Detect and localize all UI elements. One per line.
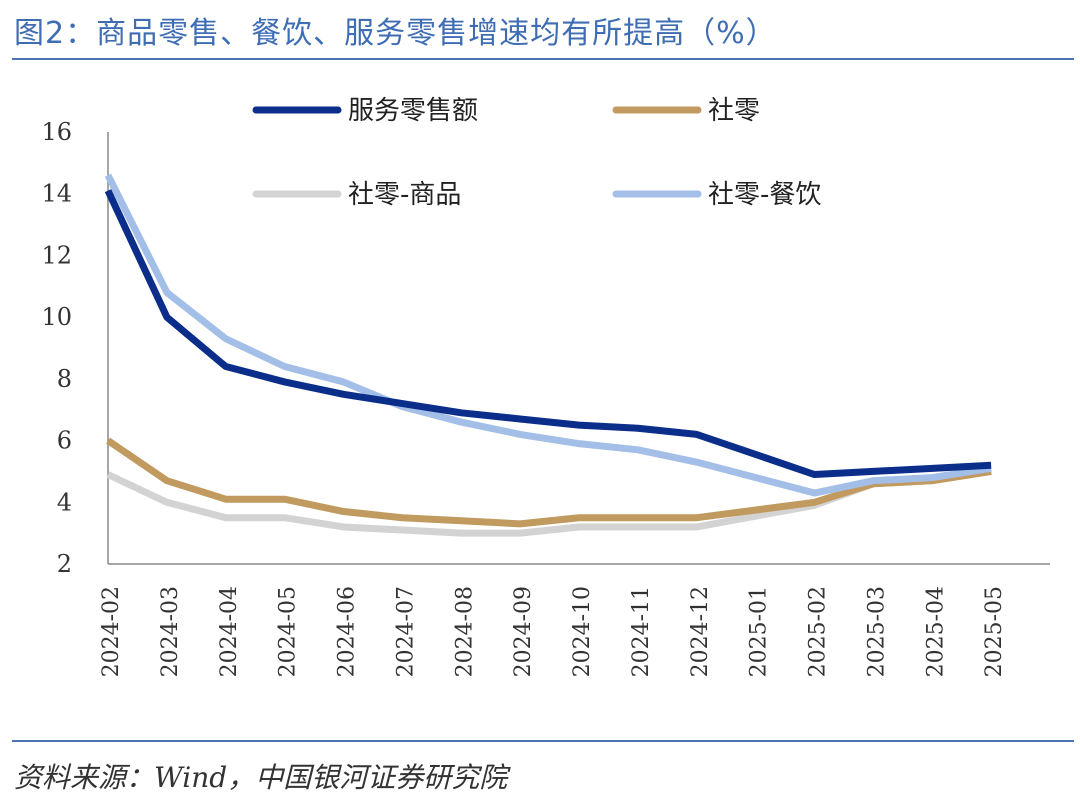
legend-label: 社零-餐饮 [708, 180, 821, 210]
x-tick-label: 2025-02 [806, 586, 831, 677]
y-tick-label: 8 [57, 365, 72, 393]
legend-label: 社零-商品 [348, 180, 461, 210]
y-tick-label: 14 [41, 180, 72, 208]
x-tick-label: 2024-02 [99, 586, 124, 677]
x-tick-label: 2024-08 [452, 586, 477, 677]
legend-label: 服务零售额 [348, 96, 478, 126]
series-line [104, 189, 992, 479]
y-tick-label: 6 [57, 427, 72, 455]
x-tick-label: 2024-10 [570, 586, 595, 677]
line-chart: 2 4 6 8 10 12 14 16 2024-02 2024-03 2024-04 2024-05… [41, 96, 1050, 677]
x-tick-label: 2025-01 [747, 586, 772, 677]
series-line [104, 173, 992, 497]
series-line [106, 437, 992, 528]
legend-label: 社零 [708, 96, 760, 126]
y-tick-label: 4 [57, 488, 72, 516]
x-tick-label: 2024-05 [276, 586, 301, 677]
source-note: 资料来源：Wind，中国银河证券研究院 [14, 761, 508, 794]
title-divider [12, 58, 1074, 60]
y-tick-label: 10 [41, 303, 72, 331]
x-tick-label: 2025-03 [864, 586, 889, 677]
x-tick-label: 2024-11 [629, 586, 654, 677]
chart-title: 图2：商品零售、餐饮、服务零售增速均有所提高（%） [14, 16, 777, 51]
source-divider [12, 740, 1074, 742]
y-tick-label: 16 [41, 118, 72, 146]
x-tick-label: 2025-04 [923, 586, 948, 677]
x-tick-label: 2024-12 [688, 586, 713, 677]
x-tick-label: 2024-04 [217, 586, 242, 677]
x-tick-label: 2024-03 [158, 586, 183, 677]
y-tick-label: 2 [57, 550, 72, 578]
x-tick-label: 2025-05 [982, 586, 1007, 677]
x-tick-label: 2024-07 [393, 586, 418, 677]
y-tick-label: 12 [41, 241, 72, 269]
x-tick-label: 2024-09 [511, 586, 536, 677]
x-tick-label: 2024-06 [335, 586, 360, 677]
